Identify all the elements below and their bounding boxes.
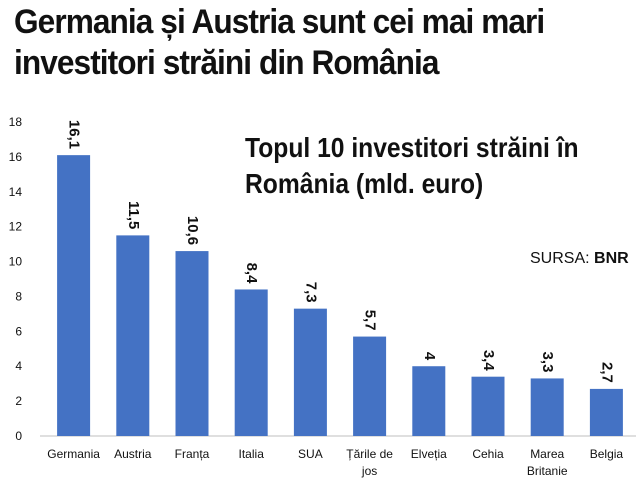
x-tick-label-line: Britanie	[527, 464, 568, 478]
y-tick-label: 6	[15, 324, 22, 338]
chart-title: Topul 10 investitori străini în România …	[245, 132, 579, 199]
bar	[116, 235, 150, 436]
bar	[293, 308, 327, 436]
data-label: 3,4	[480, 350, 497, 372]
x-tick-label-line: Austria	[114, 447, 152, 461]
x-tick-label: Germania	[47, 447, 100, 461]
data-label: 11,5	[125, 201, 142, 229]
bar	[57, 155, 91, 436]
x-tick-label-line: SUA	[298, 447, 323, 461]
x-tick-label: SUA	[298, 447, 323, 461]
y-tick-label: 18	[9, 115, 23, 129]
x-tick-label-line: Țările de	[346, 447, 393, 461]
x-tick-label: Franța	[175, 447, 210, 461]
x-tick-label: Elveția	[411, 447, 447, 461]
bar	[353, 336, 387, 436]
x-tick-label: Italia	[239, 447, 265, 461]
x-tick-label-line: Franța	[175, 447, 210, 461]
bar	[234, 289, 268, 436]
x-tick-label-line: Germania	[47, 447, 100, 461]
data-label: 8,4	[243, 263, 260, 285]
data-label: 16,1	[66, 120, 83, 149]
bar	[530, 378, 564, 436]
data-label: 7,3	[302, 282, 319, 303]
y-tick-label: 2	[15, 394, 22, 408]
x-tick-label: Belgia	[590, 447, 624, 461]
y-tick-label: 4	[15, 359, 22, 373]
x-tick-label-line: Marea	[530, 447, 564, 461]
data-label: 5,7	[362, 310, 379, 331]
x-tick-label-line: Elveția	[411, 447, 447, 461]
source-value: BNR	[594, 250, 629, 267]
data-label: 10,6	[184, 216, 201, 245]
chart-headline: Germania și Austria sunt cei mai mari in…	[14, 3, 545, 82]
y-tick-label: 16	[9, 150, 23, 164]
bar	[412, 366, 446, 436]
x-tick-label: Austria	[114, 447, 152, 461]
y-tick-label: 10	[9, 255, 23, 269]
x-tick-label-line: jos	[361, 464, 377, 478]
source-note: SURSA: BNR	[530, 250, 629, 268]
x-tick-label: Cehia	[472, 447, 504, 461]
data-label: 4	[421, 352, 438, 361]
bar	[175, 251, 209, 436]
y-tick-label: 12	[9, 220, 23, 234]
data-label: 3,3	[539, 352, 556, 373]
data-label: 2,7	[598, 362, 615, 383]
y-tick-label: 8	[15, 289, 22, 303]
x-tick-label-line: Italia	[239, 447, 265, 461]
y-tick-label: 14	[9, 185, 23, 199]
x-tick-label-line: Cehia	[472, 447, 504, 461]
bar	[471, 376, 505, 436]
y-tick-label: 0	[15, 429, 22, 443]
x-tick-label: Marea Britanie	[527, 447, 568, 478]
x-tick-label: Țările de jos	[346, 447, 393, 478]
bar	[589, 388, 623, 436]
x-tick-label-line: Belgia	[590, 447, 624, 461]
source-label: SURSA:	[530, 250, 590, 267]
